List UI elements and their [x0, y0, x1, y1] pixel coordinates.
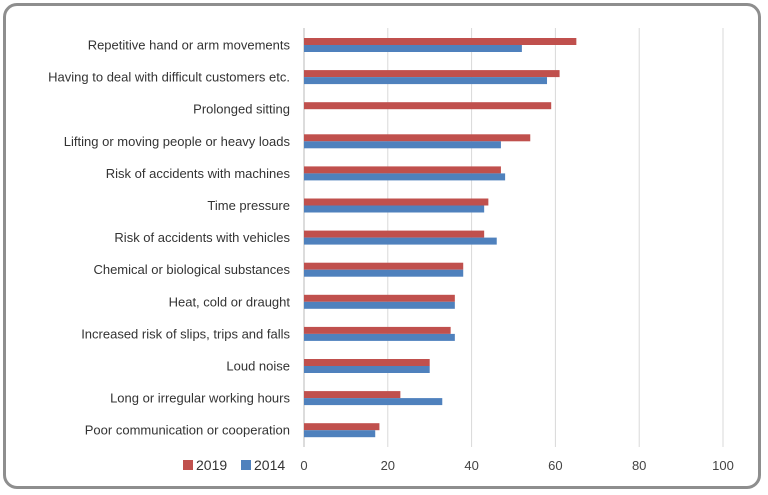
bar-2019: [304, 70, 560, 78]
bar-2014: [304, 77, 548, 85]
category-label: Heat, cold or draught: [169, 294, 291, 309]
category-label: Lifting or moving people or heavy loads: [64, 134, 291, 149]
legend-swatch-2014: [241, 460, 251, 470]
x-tick-label: 20: [381, 458, 395, 473]
bar-2019: [304, 423, 380, 431]
category-label: Long or irregular working hours: [110, 391, 290, 406]
bar-2019: [304, 134, 531, 142]
bar-2019: [304, 166, 501, 174]
bar-2019: [304, 38, 577, 45]
bar-2014: [304, 398, 443, 406]
category-label: Prolonged sitting: [193, 102, 290, 117]
bar-2014: [304, 141, 501, 149]
category-labels: Repetitive hand or arm movements Having t…: [48, 38, 290, 438]
category-label: Repetitive hand or arm movements: [88, 38, 291, 53]
bar-2014: [304, 301, 455, 309]
gridlines: [303, 28, 724, 447]
x-tick-label: 40: [464, 458, 478, 473]
bar-2019: [304, 262, 464, 270]
category-label: Poor communication or cooperation: [85, 423, 290, 438]
bar-2014: [304, 45, 522, 52]
legend-label-2014: 2014: [254, 457, 285, 473]
x-tick-label: 80: [632, 458, 646, 473]
category-label: Chemical or biological substances: [93, 262, 290, 277]
bar-2019: [304, 359, 430, 366]
bar-2014: [304, 269, 464, 277]
category-label: Having to deal with difficult customers …: [48, 70, 290, 85]
bar-2014: [304, 430, 376, 438]
x-tick-label: 100: [712, 458, 734, 473]
bar-2019: [304, 326, 451, 334]
legend-swatch-2019: [183, 460, 193, 470]
bar-2014: [304, 333, 455, 341]
category-label: Increased risk of slips, trips and falls: [81, 326, 290, 341]
bar-2014: [304, 237, 497, 245]
legend: 2019 2014: [183, 457, 285, 473]
category-label: Loud noise: [226, 359, 290, 374]
category-label: Risk of accidents with vehicles: [114, 230, 290, 245]
x-tick-labels: 0 20 40 60 80 100: [300, 458, 733, 473]
x-tick-label: 60: [548, 458, 562, 473]
bar-2019: [304, 391, 401, 399]
bar-2014: [304, 173, 506, 181]
legend-label-2019: 2019: [196, 457, 227, 473]
bar-2019: [304, 198, 489, 206]
x-tick-label: 0: [300, 458, 307, 473]
category-label: Risk of accidents with machines: [106, 166, 291, 181]
bar-2014: [304, 205, 485, 213]
bar-2019: [304, 102, 552, 110]
bar-2019: [304, 230, 485, 238]
bar-2014: [304, 366, 430, 373]
bars: [304, 38, 577, 438]
bar-2019: [304, 294, 455, 302]
category-label: Time pressure: [207, 198, 290, 213]
